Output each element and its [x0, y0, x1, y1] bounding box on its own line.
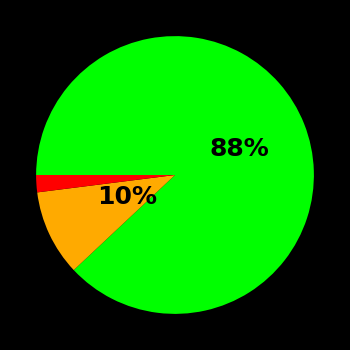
Wedge shape — [37, 175, 175, 270]
Wedge shape — [36, 175, 175, 192]
Text: 88%: 88% — [210, 138, 270, 161]
Text: 10%: 10% — [97, 186, 157, 209]
Wedge shape — [36, 36, 314, 314]
